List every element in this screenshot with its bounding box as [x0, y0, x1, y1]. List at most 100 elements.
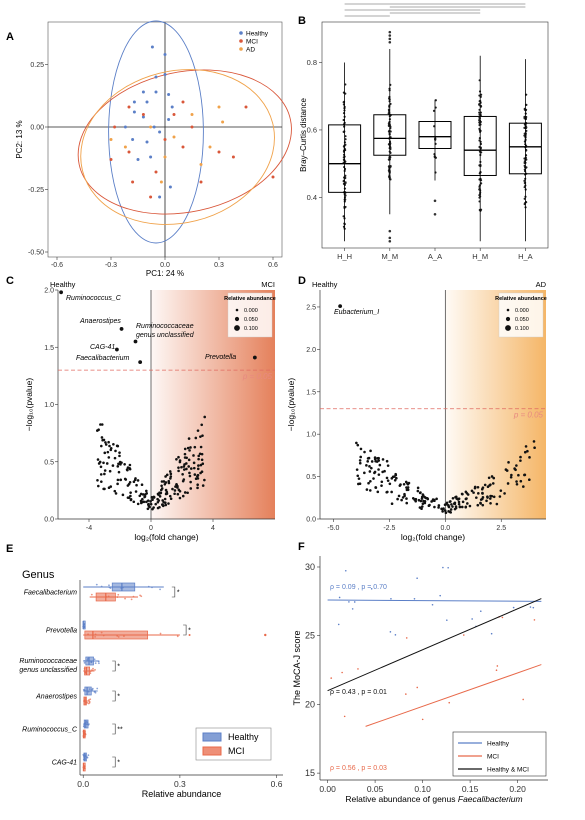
- volcano-point: [395, 476, 398, 480]
- volcano-point: [126, 484, 130, 487]
- volcano-point: [151, 507, 154, 511]
- volcano-point: [506, 482, 510, 485]
- volcano-point: [485, 499, 488, 503]
- point-healthy: [149, 155, 153, 159]
- volcano-point: [187, 437, 191, 440]
- legend-label-mci: MCI: [246, 38, 258, 45]
- volcano-point: [112, 442, 115, 446]
- data-point: [341, 671, 343, 674]
- point-mci: [199, 180, 203, 184]
- volcano-point: [517, 473, 520, 477]
- volcano-point: [465, 491, 469, 495]
- volcano-point: [505, 469, 509, 472]
- point-healthy: [132, 110, 136, 114]
- volcano-point: [401, 496, 405, 499]
- jitter-point: [83, 661, 86, 664]
- volcano-point: [370, 466, 373, 470]
- volcano-point: [129, 498, 133, 502]
- volcano-point: [440, 507, 443, 511]
- volcano-point: [193, 473, 197, 476]
- labeled-point: [252, 355, 257, 360]
- volcano-point: [99, 465, 103, 469]
- volcano-point: [367, 481, 370, 485]
- volcano-point: [372, 477, 375, 480]
- data-point: [525, 166, 528, 169]
- volcano-point: [358, 461, 362, 465]
- jitter-point: [92, 667, 94, 670]
- volcano-point: [377, 456, 380, 460]
- point-healthy: [141, 90, 145, 94]
- data-point: [351, 608, 354, 610]
- volcano-point: [189, 487, 193, 490]
- point-healthy: [163, 53, 167, 56]
- volcano-point: [435, 497, 438, 501]
- volcano-point: [370, 460, 374, 463]
- volcano-point: [113, 456, 117, 460]
- data-point: [480, 182, 483, 185]
- volcano-point: [157, 493, 160, 496]
- volcano-point: [97, 484, 100, 488]
- volcano-point: [165, 492, 168, 495]
- volcano-point: [164, 488, 168, 492]
- x-tick-label: 0.3: [174, 779, 186, 789]
- panel-c: Cp = 0.05 Healthy MCI -4 0 4 0.0 0.5 1.0 1.5 2.0 lo…: [6, 275, 276, 542]
- point-label: Eubacterium_I: [334, 309, 379, 316]
- jitter-point: [94, 668, 96, 671]
- volcano-point: [175, 457, 178, 461]
- y-tick-label: -0.25: [28, 187, 44, 194]
- panel-label: A: [6, 31, 14, 43]
- x-axis-label-genus: Faecalibacterium: [458, 794, 523, 804]
- point-healthy: [163, 73, 167, 76]
- volcano-point: [477, 492, 480, 495]
- panel-a: A -0.6 -0.3 0.0 0.3 0.6 -0.50 -0.25 0.00 0.25 PC1:…: [6, 20, 292, 278]
- volcano-point: [373, 457, 377, 461]
- x-tick-label: H_H: [337, 252, 352, 261]
- volcano-point: [365, 464, 368, 467]
- point-label: Faecalibacterium: [76, 355, 129, 362]
- labeled-point: [133, 339, 138, 344]
- volcano-point: [489, 501, 492, 505]
- volcano-point: [528, 456, 531, 459]
- volcano-point: [192, 454, 195, 457]
- volcano-point: [164, 475, 167, 478]
- outlier-point: [433, 212, 437, 216]
- point-mci: [231, 155, 235, 159]
- threshold-label: p = 0.05: [513, 411, 544, 420]
- volcano-point: [169, 497, 173, 501]
- volcano-point: [499, 489, 503, 492]
- significance-mark: *: [177, 590, 180, 597]
- volcano-point: [368, 470, 372, 473]
- x-tick-label: 0.05: [367, 784, 384, 794]
- volcano-point: [118, 451, 121, 454]
- x-tick-label: 0.6: [271, 779, 283, 789]
- volcano-point: [138, 494, 142, 498]
- jitter-point: [124, 597, 126, 600]
- labeled-point: [119, 327, 124, 331]
- volcano-point: [356, 474, 360, 478]
- volcano-point: [472, 491, 475, 494]
- volcano-point: [114, 449, 117, 453]
- volcano-point: [513, 467, 516, 470]
- volcano-point: [526, 449, 529, 453]
- volcano-point: [183, 456, 187, 459]
- data-point: [337, 623, 340, 626]
- jitter-point: [176, 635, 179, 638]
- volcano-point: [449, 508, 453, 511]
- outlier-point: [433, 199, 437, 203]
- volcano-point: [356, 443, 360, 447]
- data-point: [522, 698, 524, 701]
- volcano-point: [487, 476, 491, 480]
- size-legend-title: Relative abundance: [495, 296, 547, 302]
- data-point: [448, 701, 451, 704]
- volcano-point: [188, 474, 192, 478]
- data-point: [439, 594, 441, 597]
- volcano-point: [457, 502, 461, 506]
- volcano-point: [457, 500, 461, 504]
- genus-label: Ruminococcaceae: [19, 658, 77, 665]
- volcano-point: [369, 480, 372, 483]
- volcano-point: [490, 494, 494, 498]
- data-point: [478, 111, 481, 114]
- point-mci: [181, 145, 185, 149]
- box: [508, 122, 542, 175]
- volcano-point: [116, 482, 119, 486]
